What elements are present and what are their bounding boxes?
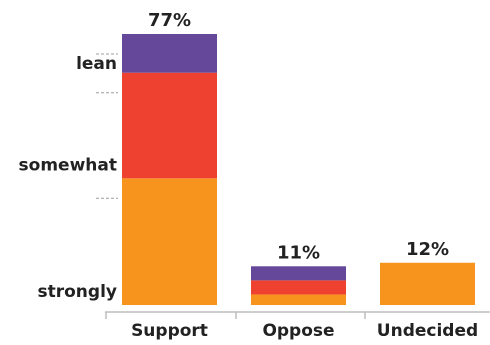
bars-group <box>122 34 475 305</box>
total-labels-group: 77% 11% 12% <box>148 10 449 263</box>
total-label-support: 77% <box>148 10 191 31</box>
bar-support-strongly <box>122 178 217 305</box>
bar-oppose-lean <box>251 266 346 281</box>
bar-support-somewhat <box>122 72 217 179</box>
bar-oppose-somewhat <box>251 280 346 295</box>
bar-support-lean <box>122 34 217 73</box>
segment-label-strongly: strongly <box>38 282 118 302</box>
bar-undecided-strongly <box>380 262 475 305</box>
category-label-undecided: Undecided <box>377 321 478 341</box>
category-label-oppose: Oppose <box>262 321 334 341</box>
segment-labels-group: strongly somewhat lean <box>19 53 118 302</box>
total-label-undecided: 12% <box>406 239 449 260</box>
category-label-support: Support <box>131 321 208 341</box>
bar-oppose-strongly <box>251 294 346 305</box>
x-axis: Support Oppose Undecided <box>105 311 490 341</box>
total-label-oppose: 11% <box>277 242 320 263</box>
segment-label-lean: lean <box>76 54 117 74</box>
segment-label-somewhat: somewhat <box>19 155 117 175</box>
